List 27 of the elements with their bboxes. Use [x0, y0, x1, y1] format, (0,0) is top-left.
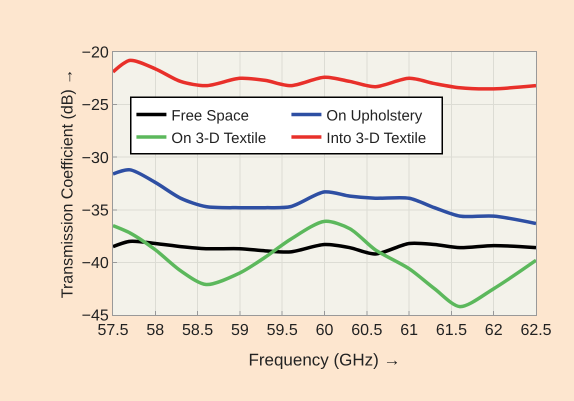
x-tick-label: 58.5 — [182, 322, 214, 340]
x-tick-label: 60.5 — [351, 322, 382, 340]
y-tick-label: −45 — [82, 308, 109, 325]
line-series — [113, 220, 536, 308]
y-tick-label: −40 — [82, 255, 109, 272]
y-tick-label: −25 — [82, 97, 109, 114]
line-series — [113, 168, 536, 226]
x-tick-label: 62 — [484, 322, 503, 340]
legend-label: Into 3-D Textile — [326, 130, 426, 147]
y-axis-title: Transmission Coefficient (dB) → — [60, 68, 77, 298]
x-tick-label: 58 — [146, 322, 164, 340]
y-tick-label: −35 — [82, 202, 109, 220]
legend-label: Free Space — [171, 107, 249, 124]
legend-label: On 3-D Textile — [171, 130, 266, 147]
x-tick-label: 62.5 — [520, 322, 552, 340]
x-tick-label: 59 — [231, 322, 249, 340]
y-tick-label: −20 — [82, 44, 109, 62]
x-axis-title: Frequency (GHz) → — [248, 350, 401, 370]
line-series — [113, 240, 536, 256]
x-tick-label: 60 — [316, 322, 334, 340]
x-tick-label: 61.5 — [436, 322, 468, 340]
x-tick-label: 57.5 — [97, 322, 129, 340]
x-tick-label: 61 — [400, 322, 418, 340]
line-series — [113, 58, 536, 91]
legend-label: On Upholstery — [326, 107, 423, 124]
y-tick-label: −30 — [82, 150, 109, 167]
x-tick-label: 59.5 — [266, 322, 298, 340]
